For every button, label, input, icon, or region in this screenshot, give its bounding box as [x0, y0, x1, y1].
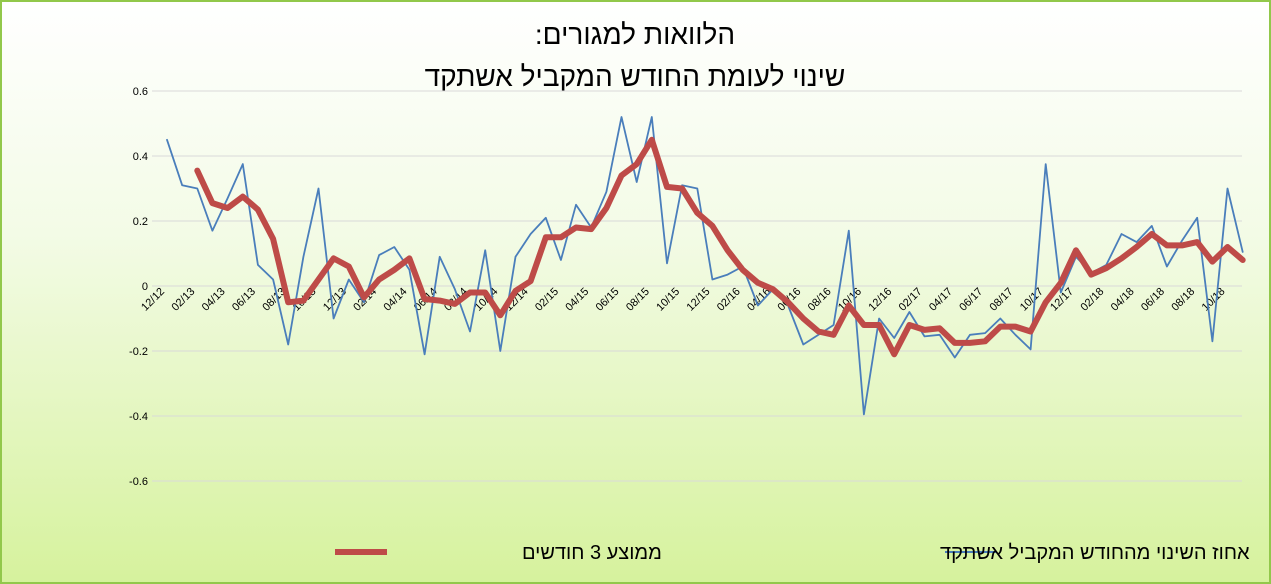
- y-tick-label: 0.4: [133, 151, 148, 163]
- x-tick-label: 06/18: [1139, 286, 1167, 314]
- x-tick-label: 06/13: [230, 286, 258, 314]
- x-tick-label: 12/16: [866, 286, 894, 314]
- y-tick-label: -0.4: [129, 411, 148, 423]
- x-tick-label: 04/18: [1109, 286, 1137, 314]
- x-tick-label: 02/17: [897, 286, 925, 314]
- chart-title: הלוואות למגורים: שינוי לעומת החודש המקבי…: [425, 19, 846, 92]
- y-tick-label: -0.6: [129, 476, 148, 488]
- x-tick-label: 08/17: [988, 286, 1016, 314]
- x-tick-label: 04/14: [382, 286, 410, 314]
- x-tick-label: 06/15: [594, 286, 622, 314]
- x-tick-label: 04/17: [927, 286, 955, 314]
- y-tick-label: 0: [142, 281, 148, 293]
- x-tick-label: 02/15: [533, 286, 561, 314]
- x-tick-label: 02/16: [715, 286, 743, 314]
- x-tick-label: 08/16: [806, 286, 834, 314]
- x-tick-label: 10/15: [654, 286, 682, 314]
- x-tick-label: 02/13: [169, 286, 197, 314]
- legend-label-0: אחוז השינוי מהחודש המקביל אשתקד: [940, 542, 1250, 564]
- series-line-0: [166, 116, 1244, 416]
- x-tick-label: 04/15: [563, 286, 591, 314]
- series-line-1: [194, 136, 1246, 358]
- legend: אחוז השינוי מהחודש המקביל אשתקד ממוצע 3 ח…: [335, 542, 1250, 564]
- x-tick-label: 10/18: [1200, 286, 1228, 314]
- legend-label-1: ממוצע 3 חודשים: [522, 542, 662, 564]
- x-tick-label: 02/18: [1078, 286, 1106, 314]
- x-tick-label: 06/17: [957, 286, 985, 314]
- chart-title-line-2: שינוי לעומת החודש המקביל אשתקד: [425, 61, 846, 92]
- gridlines: [152, 90, 1242, 482]
- y-tick-label: -0.2: [129, 346, 148, 358]
- y-tick-label: 0.2: [133, 216, 148, 228]
- x-tick-label: 08/15: [624, 286, 652, 314]
- x-tick-label: 12/15: [685, 286, 713, 314]
- series-lines: [166, 116, 1246, 416]
- y-axis-ticks: 0.6 0.4 0.2 0 -0.2 -0.4 -0.6: [129, 86, 148, 488]
- x-tick-label: 08/18: [1169, 286, 1197, 314]
- chart-title-line-1: הלוואות למגורים:: [535, 19, 735, 50]
- x-tick-label: 04/13: [200, 286, 228, 314]
- y-tick-label: 0.6: [133, 86, 148, 98]
